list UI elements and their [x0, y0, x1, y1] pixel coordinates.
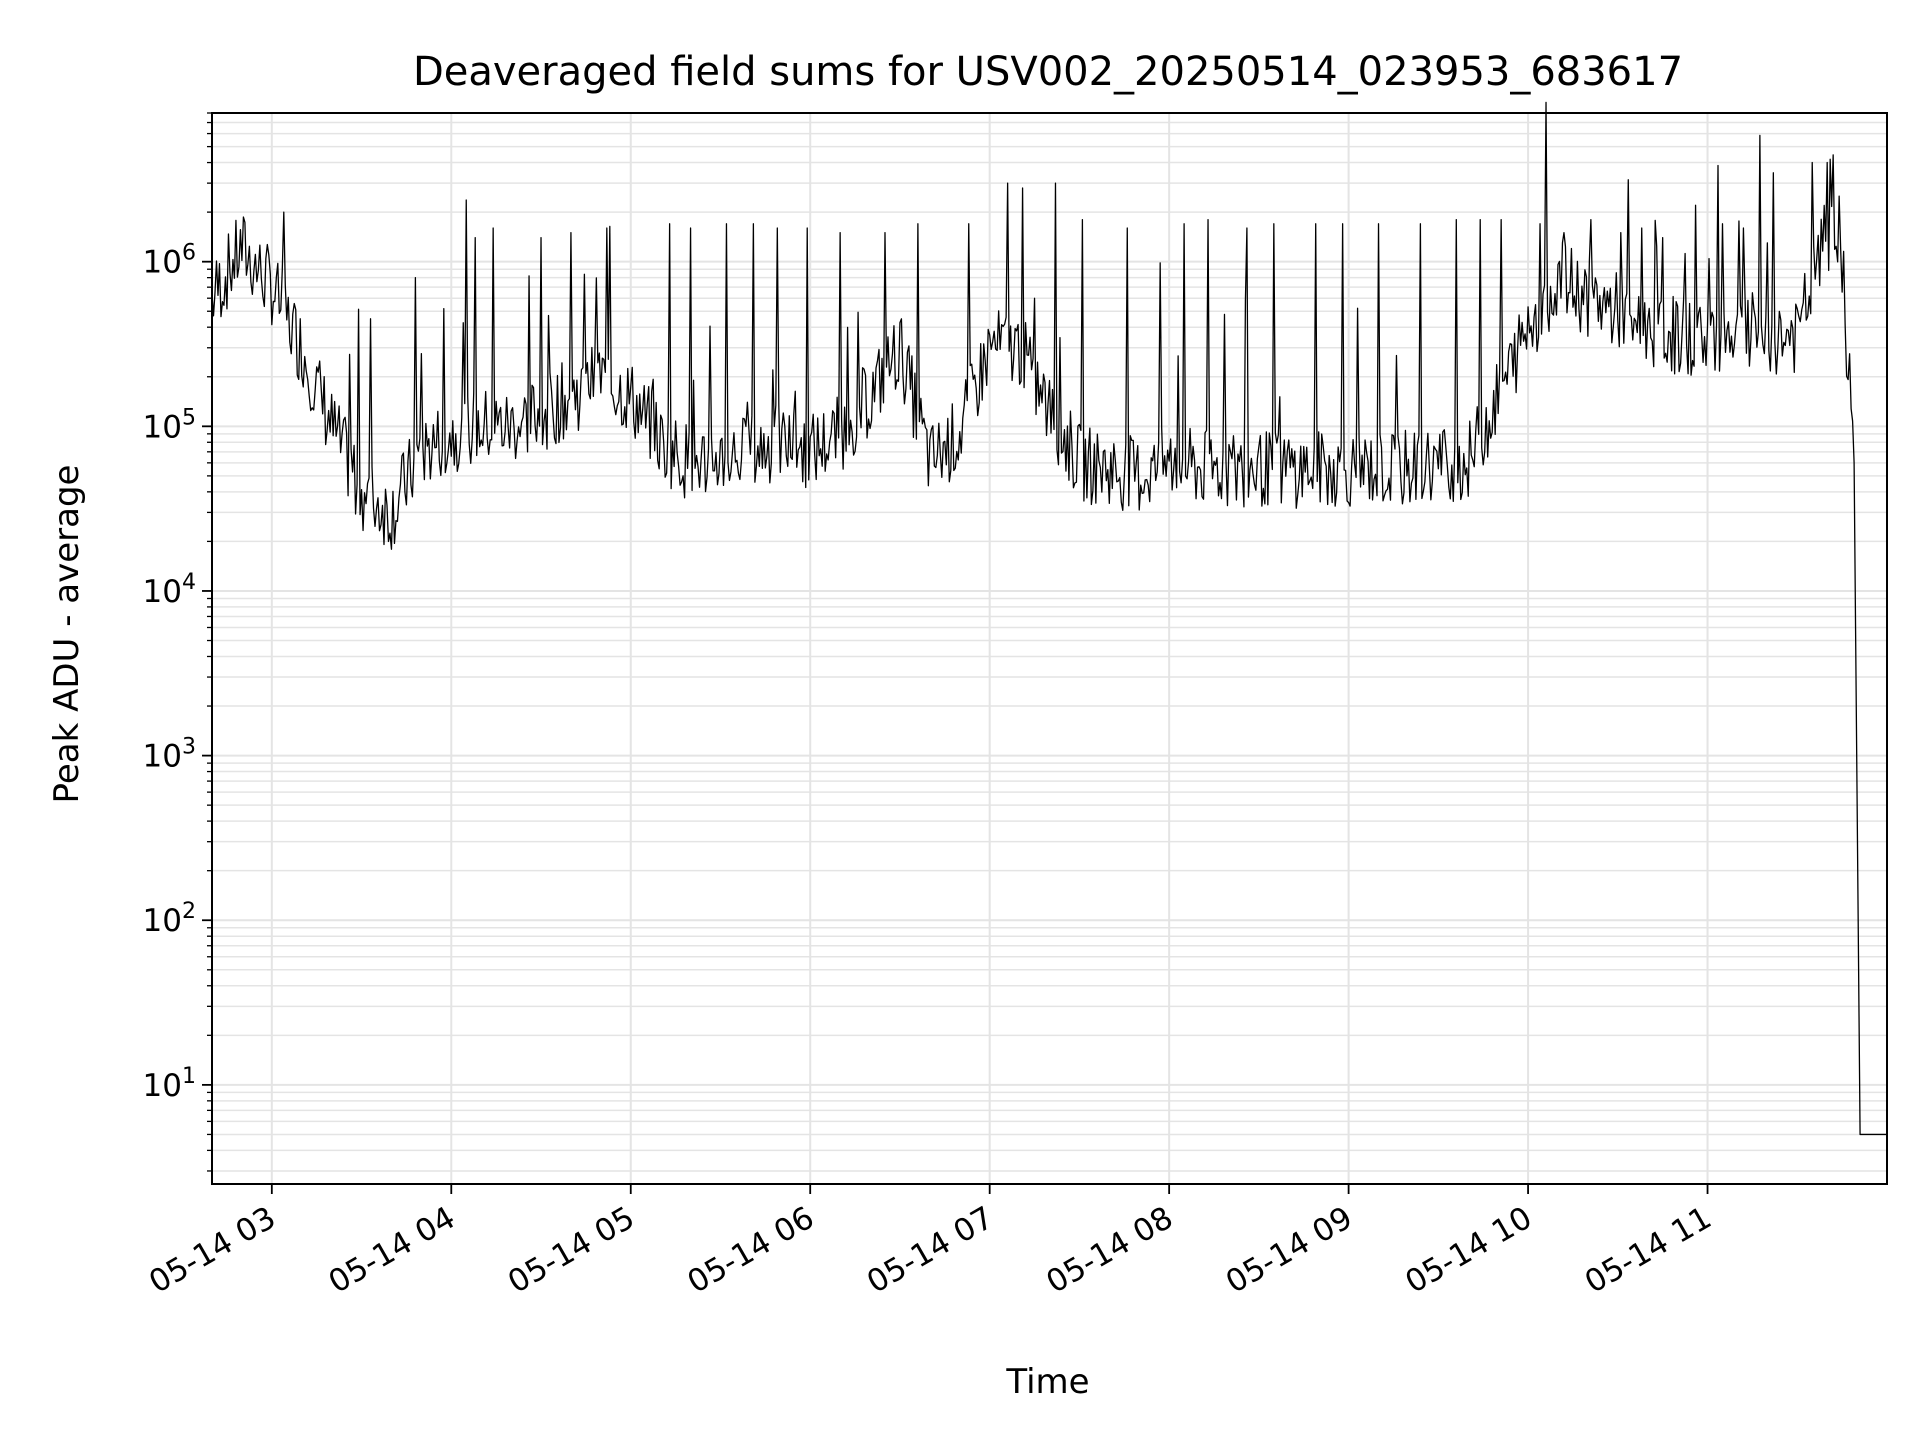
y-tick-label: 102 — [143, 899, 196, 939]
y-tick-label: 101 — [143, 1064, 196, 1104]
data-series — [211, 101, 1887, 1136]
x-axis-title: Time — [1005, 1362, 1089, 1402]
y-axis: 101 102 103 104 105 106 — [143, 112, 212, 1172]
y-tick-label: 106 — [143, 241, 196, 281]
grid — [212, 112, 1887, 1184]
y-tick-label: 103 — [143, 735, 196, 775]
y-tick-label: 104 — [143, 570, 196, 610]
chart-title: Deaveraged field sums for USV002_2025051… — [413, 49, 1683, 95]
plot-area-frame — [211, 112, 1888, 1185]
y-axis-title: Peak ADU - average — [47, 465, 87, 804]
y-tick-label: 105 — [143, 405, 196, 445]
series-line — [211, 101, 1887, 1136]
